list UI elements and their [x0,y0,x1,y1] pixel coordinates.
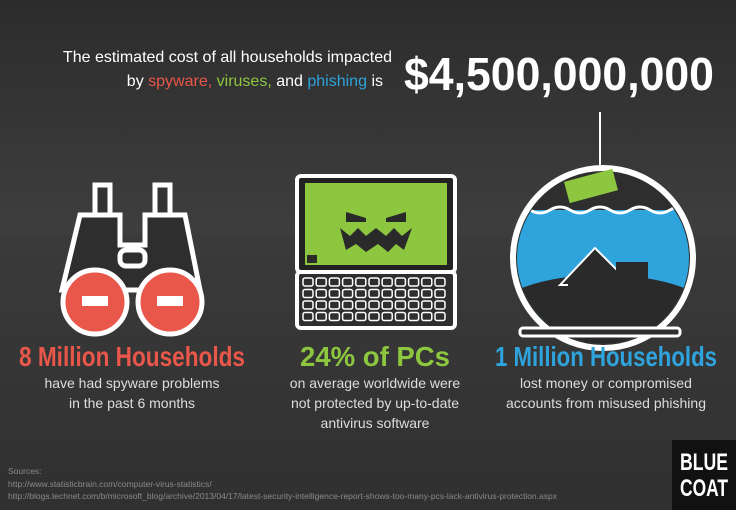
key [341,277,354,287]
panel-text: not protected by up-to-date [291,395,459,411]
source-link: http://blogs.technet.com/b/microsoft_blo… [8,491,558,501]
total-amount: $4,500,000,000 [404,48,714,100]
source-link: http://www.statisticbrain.com/computer-v… [8,479,212,489]
key [394,300,407,310]
key [368,277,380,287]
key [341,300,354,310]
binoculars-icon [58,182,205,337]
panel-title: 1 Million Households [495,341,717,372]
key [315,311,327,322]
logo-text: COAT [680,475,728,502]
key [407,300,420,310]
fishbowl-icon [510,112,696,351]
key [381,277,393,287]
panel-text: accounts from misused phishing [506,395,706,411]
key [381,288,393,299]
key [381,311,393,322]
key [394,311,407,322]
header-word: phishing [307,73,367,90]
keyboard [302,277,446,322]
key [421,311,433,322]
key [368,300,380,310]
key [355,311,367,322]
key [407,288,420,299]
panel-title: 24% of PCs [300,341,450,372]
key [407,277,420,287]
key [328,288,341,299]
key [368,311,380,322]
key [355,277,367,287]
key [302,311,314,322]
header-word: by [127,73,144,90]
panel-text: have had spyware problems [44,375,219,391]
key [434,311,446,322]
key [328,311,341,322]
panel-text: antivirus software [321,415,430,431]
key [434,300,446,310]
key [341,288,354,299]
key [394,288,407,299]
header-word: viruses, [217,73,272,90]
key [315,288,327,299]
header-word: spyware, [148,73,212,90]
logo-box [672,440,736,510]
key [421,277,433,287]
header-word: is [371,73,383,90]
key [302,277,314,287]
key [328,277,341,287]
key [407,311,420,322]
panel-title: 8 Million Households [19,341,245,372]
panel-text: on average worldwide were [290,375,461,391]
key [355,288,367,299]
key [368,288,380,299]
key [355,300,367,310]
key [434,288,446,299]
key [315,300,327,310]
laptop-icon [295,174,457,330]
key [302,300,314,310]
header-word: and [276,73,303,90]
panel-text: in the past 6 months [69,395,195,411]
header-line: by spyware, viruses, and phishing is [127,73,383,90]
panel-text: lost money or compromised [520,375,692,391]
key [328,300,341,310]
key [394,277,407,287]
key [315,277,327,287]
key [434,277,446,287]
key [421,288,433,299]
header-line: The estimated cost of all households imp… [63,49,392,66]
sources-label: Sources: [8,466,42,476]
key [341,311,354,322]
logo-text: BLUE [680,449,728,476]
key [421,300,433,310]
key [381,300,393,310]
key [302,288,314,299]
